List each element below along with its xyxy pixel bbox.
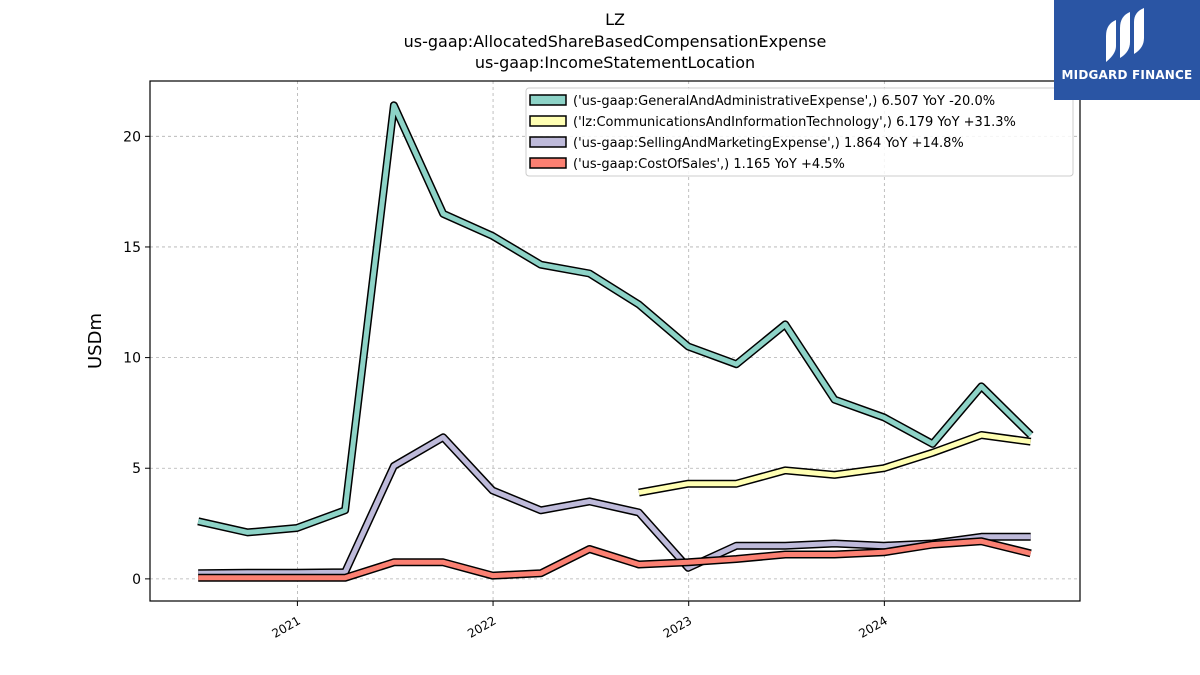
legend-swatch-2 xyxy=(529,136,567,148)
y-tick-label: 5 xyxy=(132,461,141,477)
y-tick-label: 20 xyxy=(123,129,141,145)
brand-logo: MIDGARD FINANCE xyxy=(1054,0,1200,100)
y-tick-label: 0 xyxy=(132,572,141,588)
chart-title-line-1: LZ xyxy=(605,10,625,29)
x-tick-label: 2021 xyxy=(269,613,302,640)
legend-swatch-1 xyxy=(529,115,567,127)
legend-label-1: ('lz:CommunicationsAndInformationTechnol… xyxy=(573,115,1016,130)
logo-text: MIDGARD FINANCE xyxy=(1061,68,1193,82)
legend-label-2: ('us-gaap:SellingAndMarketingExpense',) … xyxy=(573,136,964,151)
x-tick-label: 2024 xyxy=(856,613,889,640)
legend-label-0: ('us-gaap:GeneralAndAdministrativeExpens… xyxy=(573,94,995,109)
series-line-2 xyxy=(198,434,1031,576)
y-tick-label: 10 xyxy=(123,351,141,367)
chart-title-line-2: us-gaap:AllocatedShareBasedCompensationE… xyxy=(403,32,827,51)
x-tick-label: 2023 xyxy=(661,613,694,640)
legend-swatch-0 xyxy=(529,94,567,106)
axes-frame xyxy=(149,80,1081,602)
chart-title-line-3: us-gaap:IncomeStatementLocation xyxy=(474,53,756,72)
series-line-0 xyxy=(197,102,1033,535)
legend-label-3: ('us-gaap:CostOfSales',) 1.165 YoY +4.5% xyxy=(573,157,845,172)
legend-swatch-3 xyxy=(529,157,567,169)
x-tick-label: 2022 xyxy=(465,613,498,640)
legend-box xyxy=(525,87,1074,177)
logo-mark-icon xyxy=(1106,8,1144,62)
series-line-3 xyxy=(198,538,1032,581)
y-axis-label: USDm xyxy=(85,313,106,369)
y-tick-label: 15 xyxy=(123,240,141,256)
